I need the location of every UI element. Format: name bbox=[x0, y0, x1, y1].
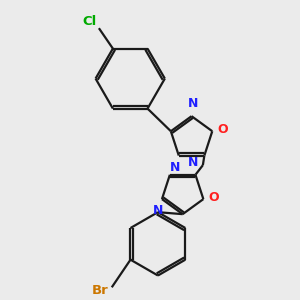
Text: Cl: Cl bbox=[82, 15, 97, 28]
Text: N: N bbox=[153, 204, 163, 217]
Text: O: O bbox=[208, 190, 219, 204]
Text: N: N bbox=[188, 97, 199, 110]
Text: N: N bbox=[188, 156, 199, 169]
Text: O: O bbox=[217, 123, 228, 136]
Text: N: N bbox=[169, 160, 180, 173]
Text: Br: Br bbox=[92, 284, 109, 297]
